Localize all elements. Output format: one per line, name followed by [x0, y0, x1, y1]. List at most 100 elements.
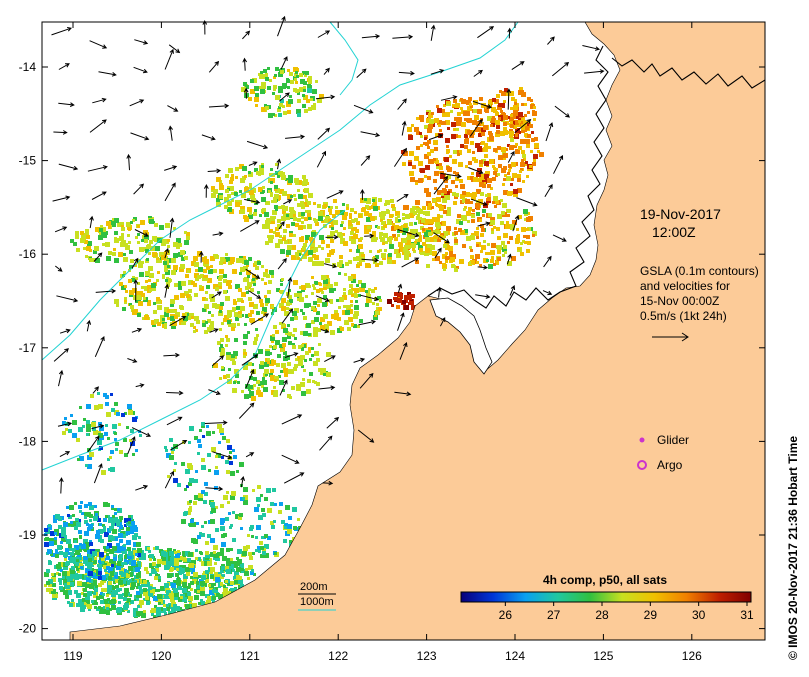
sst-pixel: [225, 460, 229, 464]
sst-pixel: [85, 568, 90, 573]
sst-pixel: [460, 230, 465, 235]
sst-pixel: [358, 294, 361, 297]
velocity-arrow-icon: [473, 69, 483, 77]
sst-pixel: [93, 585, 98, 590]
sst-pixel: [255, 549, 258, 552]
sst-pixel: [459, 221, 463, 225]
sst-pixel: [481, 141, 485, 145]
sst-pixel: [256, 380, 260, 384]
sst-pixel: [114, 402, 118, 406]
sst-pixel: [201, 458, 205, 462]
sst-pixel: [275, 330, 279, 334]
sst-pixel: [212, 589, 216, 593]
sst-pixel: [113, 581, 116, 584]
sst-pixel: [58, 578, 62, 582]
sst-pixel: [289, 233, 293, 237]
sst-pixel: [435, 229, 440, 234]
sst-pixel: [193, 501, 197, 505]
sst-pixel: [137, 548, 142, 553]
sst-pixel: [433, 140, 438, 145]
sst-pixel: [464, 134, 468, 138]
velocity-arrow-icon: [208, 389, 221, 395]
sst-pixel: [433, 199, 436, 202]
sst-pixel: [453, 150, 457, 154]
velocity-arrow-icon: [325, 234, 339, 240]
sst-pixel: [99, 535, 102, 538]
sst-pixel: [329, 299, 333, 303]
sst-pixel: [416, 216, 420, 220]
sst-pixel: [186, 294, 190, 298]
sst-pixel: [232, 511, 235, 514]
sst-pixel: [146, 258, 149, 261]
sst-pixel: [453, 171, 456, 174]
sst-pixel: [99, 426, 104, 431]
sst-pixel: [134, 580, 137, 583]
sst-pixel: [467, 118, 472, 123]
sst-pixel: [179, 556, 183, 560]
sst-pixel: [482, 184, 486, 188]
sst-pixel: [85, 229, 89, 233]
velocity-arrow-icon: [242, 30, 251, 40]
sst-pixel: [206, 431, 211, 436]
sst-pixel: [170, 309, 174, 313]
sst-pixel: [491, 243, 496, 248]
sst-pixel: [177, 580, 181, 584]
sst-pixel: [307, 224, 312, 229]
sst-pixel: [350, 304, 353, 307]
sst-pixel: [102, 609, 105, 612]
sst-pixel: [184, 511, 188, 515]
sst-pixel: [121, 227, 125, 231]
sst-pixel: [374, 314, 377, 317]
sst-pixel: [53, 519, 57, 523]
sst-pixel: [437, 214, 440, 217]
sst-pixel: [493, 263, 496, 266]
sst-pixel: [360, 198, 365, 203]
sst-pixel: [202, 435, 205, 438]
sst-pixel: [121, 579, 126, 584]
sst-pixel: [253, 304, 258, 309]
sst-pixel: [88, 608, 91, 611]
sst-pixel: [466, 236, 471, 241]
sst-pixel: [244, 260, 249, 265]
sst-pixel: [383, 233, 388, 238]
sst-pixel: [475, 143, 480, 148]
sst-pixel: [368, 213, 372, 217]
sst-pixel: [143, 580, 147, 584]
sst-pixel: [185, 274, 189, 278]
sst-pixel: [114, 512, 117, 515]
sst-pixel: [337, 328, 342, 333]
sst-pixel: [319, 235, 324, 240]
sst-pixel: [54, 529, 59, 534]
sst-pixel: [392, 234, 396, 238]
sst-pixel: [312, 89, 317, 94]
sst-pixel: [65, 595, 69, 599]
sst-pixel: [469, 246, 472, 249]
sst-pixel: [166, 590, 171, 595]
sst-pixel: [302, 246, 306, 250]
sst-pixel: [164, 446, 167, 449]
sst-pixel: [249, 391, 254, 396]
sst-pixel: [272, 334, 275, 337]
sst-pixel: [152, 252, 157, 257]
sst-pixel: [119, 450, 123, 454]
sst-pixel: [458, 228, 462, 232]
map-date: 19-Nov-2017: [640, 206, 721, 222]
sst-pixel: [202, 320, 206, 324]
sst-pixel: [201, 561, 206, 566]
sst-pixel: [401, 150, 405, 154]
sst-pixel: [413, 250, 416, 253]
sst-pixel: [243, 341, 247, 345]
sst-pixel: [392, 260, 396, 264]
sst-pixel: [492, 177, 496, 181]
sst-pixel: [355, 300, 358, 303]
sst-pixel: [350, 300, 353, 303]
sst-pixel: [505, 148, 508, 151]
sst-pixel: [195, 269, 198, 272]
sst-pixel: [181, 281, 186, 286]
sst-pixel: [348, 260, 352, 264]
sst-pixel: [321, 275, 326, 280]
sst-pixel: [216, 198, 220, 202]
sst-pixel: [206, 285, 210, 289]
sst-pixel: [220, 583, 223, 586]
sst-pixel: [472, 209, 475, 212]
